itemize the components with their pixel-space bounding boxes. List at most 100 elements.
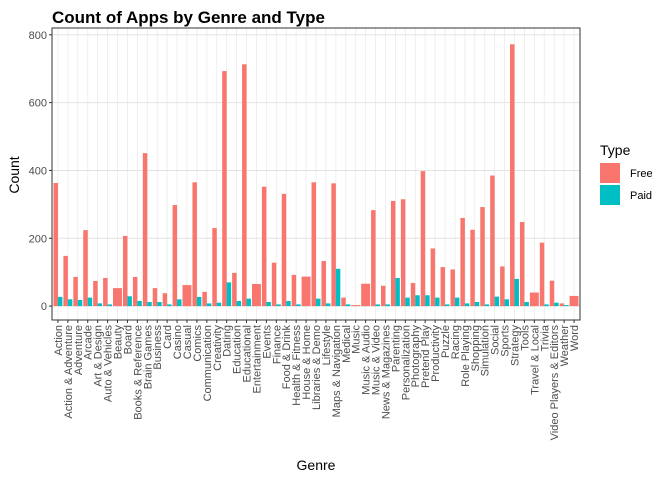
bar	[107, 304, 113, 307]
x-tick-label: Shopping	[470, 325, 482, 372]
bar	[345, 304, 351, 307]
bar	[83, 230, 88, 307]
bar	[286, 301, 291, 307]
x-tick-label: Music & Video	[371, 325, 383, 395]
bar	[192, 182, 197, 307]
bar	[137, 301, 142, 307]
x-tick-label: Puzzle	[440, 325, 452, 358]
bar	[202, 291, 207, 307]
x-tick-label: Business	[152, 325, 164, 370]
bar	[510, 44, 515, 307]
bar	[331, 183, 336, 307]
x-tick-label: Action & Adventure	[63, 325, 75, 419]
legend-title: Type	[600, 142, 631, 158]
bar	[172, 205, 178, 307]
bar	[157, 302, 162, 307]
bar	[93, 280, 98, 307]
bar	[276, 304, 281, 307]
x-tick-label: Parenting	[390, 325, 402, 372]
bar	[335, 268, 341, 307]
x-tick-label: Casual	[182, 325, 194, 359]
bar	[266, 302, 271, 307]
bar	[251, 284, 261, 307]
bar	[291, 274, 297, 307]
panel-border	[51, 27, 581, 321]
legend-label: Free	[630, 168, 653, 180]
bar	[57, 296, 63, 307]
bar	[400, 199, 406, 307]
bar	[142, 153, 148, 307]
x-tick-label: Lifestyle	[321, 325, 333, 365]
bar	[206, 303, 212, 307]
bar	[484, 304, 490, 307]
x-tick-label: Card	[162, 325, 174, 349]
bar	[132, 276, 138, 307]
y-tick-label: 0	[41, 301, 47, 313]
x-tick-label: Social	[490, 325, 502, 355]
bar	[410, 283, 416, 307]
x-tick-label: Weather	[559, 325, 571, 367]
x-tick-label: House & Home	[301, 325, 313, 400]
bar	[569, 295, 579, 307]
x-tick-label: Finance	[271, 325, 283, 364]
bar	[177, 299, 182, 307]
bar	[405, 297, 410, 307]
bar	[435, 297, 440, 307]
bar	[460, 217, 465, 307]
bar	[559, 303, 565, 307]
bar	[281, 193, 287, 307]
bar	[415, 295, 420, 307]
x-tick-label: Dating	[222, 325, 234, 357]
bar	[504, 299, 510, 307]
x-tick-label: Board	[122, 325, 134, 354]
chart-title: Count of Apps by Genre and Type	[52, 8, 325, 27]
bar	[474, 302, 480, 307]
bar	[147, 302, 152, 307]
bar	[232, 272, 237, 307]
bar	[222, 71, 227, 307]
bar	[162, 293, 168, 307]
bar	[564, 305, 569, 307]
bar	[351, 305, 361, 307]
x-tick-label: Beauty	[113, 325, 125, 360]
y-axis-title: Count	[6, 156, 22, 193]
bar	[113, 288, 122, 307]
bar	[103, 277, 108, 307]
bar	[539, 242, 545, 307]
x-tick-label: Books & Reference	[132, 325, 144, 420]
bar	[480, 207, 485, 307]
x-tick-label: Sports	[500, 325, 512, 357]
x-tick-label: Communication	[202, 325, 214, 401]
bar	[167, 304, 172, 307]
bar	[216, 302, 222, 307]
bar	[73, 276, 78, 307]
bar	[554, 302, 559, 307]
x-tick-label: Tools	[519, 325, 531, 351]
x-tick-label: Auto & Vehicles	[103, 325, 115, 403]
y-tick-label: 800	[29, 30, 47, 42]
bar	[529, 292, 539, 307]
bar	[361, 283, 371, 307]
x-tick-label: Action	[53, 325, 65, 356]
x-tick-label: Strategy	[509, 325, 521, 366]
bar	[519, 221, 525, 307]
legend-swatch	[600, 185, 620, 205]
bar	[296, 304, 301, 307]
bar	[182, 285, 192, 307]
x-tick-label: Trivia	[539, 324, 551, 351]
x-tick-label: Role Playing	[460, 325, 472, 387]
bar	[321, 260, 326, 307]
x-axis-title: Genre	[297, 457, 336, 473]
x-tick-label: Casino	[172, 325, 184, 359]
x-tick-label: Educational	[242, 325, 254, 383]
x-tick-label: Adventure	[73, 325, 85, 375]
bar	[524, 302, 529, 307]
bar	[127, 296, 132, 307]
bar	[445, 304, 450, 307]
x-tick-label: Maps & Navigation	[331, 325, 343, 417]
x-tick-label: Creativity	[212, 325, 224, 371]
bar	[271, 262, 277, 307]
bar	[67, 299, 73, 307]
x-tick-label: Productivity	[430, 325, 442, 382]
bar	[246, 298, 251, 307]
